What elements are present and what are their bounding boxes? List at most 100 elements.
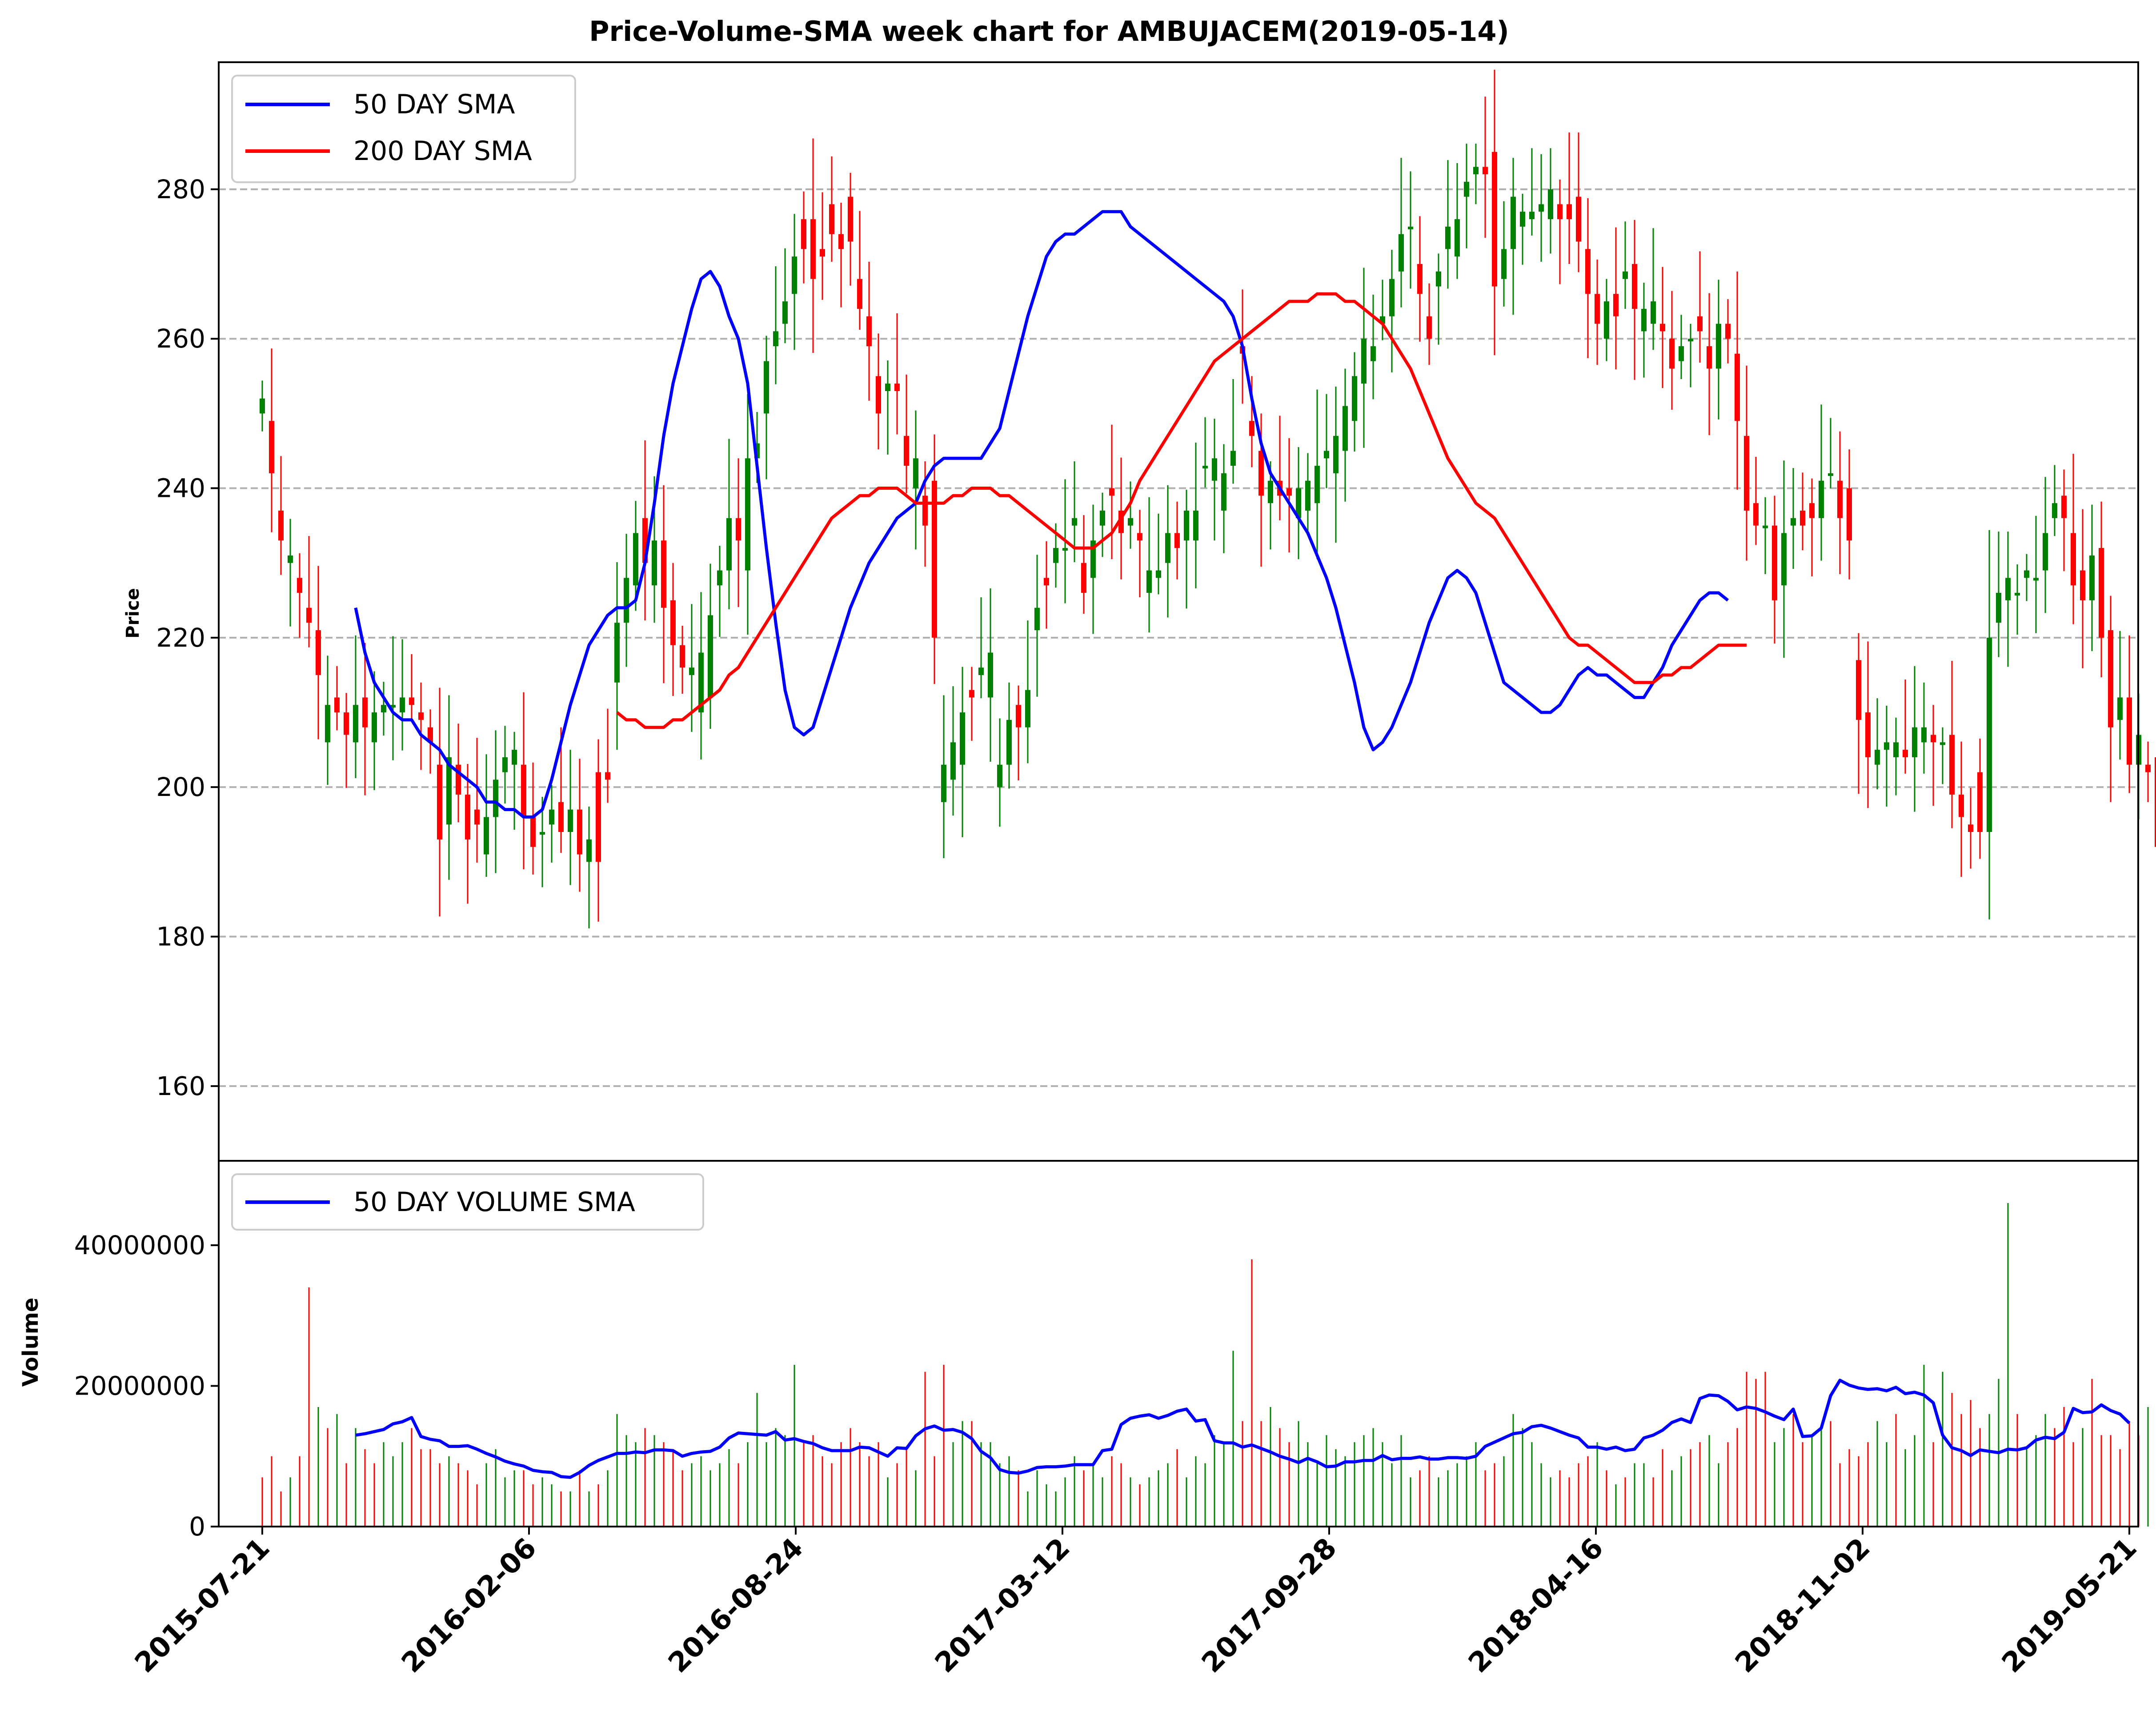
candle-body [1371, 346, 1376, 361]
volume-sma-50-line [355, 1379, 2131, 1479]
candle-body [1006, 720, 1012, 765]
candle-body [1137, 533, 1142, 541]
candle-body [885, 384, 890, 391]
chart-title: Price-Volume-SMA week chart for AMBUJACE… [589, 15, 1509, 48]
candle-body [1520, 212, 1525, 227]
sma-50-line [354, 210, 1729, 819]
price-y-tick-label: 260 [156, 324, 205, 354]
candle-body [605, 772, 610, 780]
price-panel: 160 180 200 220 240 260 280 Price 50 DAY SMA 2… [123, 61, 2156, 1162]
candle-body [745, 458, 750, 571]
candle-body [941, 764, 946, 802]
candle-body [428, 727, 433, 743]
candle-body [1557, 204, 1563, 220]
candle-body [586, 839, 592, 862]
candle-body [838, 234, 844, 249]
candle-body [1996, 592, 2001, 623]
volume-bars [261, 1203, 2149, 1527]
candle-body [1258, 451, 1264, 496]
candle-body [1856, 660, 1861, 720]
candle-body [1819, 480, 1824, 518]
candle-body [1707, 346, 1712, 369]
candle-body [1968, 824, 1973, 832]
candle-body [866, 316, 872, 347]
candle-body [549, 809, 554, 825]
candle-body [1865, 712, 1871, 757]
candle-body [353, 705, 358, 743]
candle-body [1417, 264, 1423, 294]
candle-body [1567, 204, 1572, 220]
candle-body [1436, 271, 1441, 287]
candle-body [2061, 496, 2067, 518]
candle-body [1156, 570, 1161, 578]
candle-body [1641, 308, 1647, 332]
candle-body [1464, 182, 1469, 197]
volume-y-axis-label: Volume [18, 1298, 43, 1387]
candle-body [913, 458, 918, 488]
volume-y-ticks: 0 20000000 40000000 [74, 1230, 219, 1542]
candle-body [1333, 436, 1338, 473]
candle-body [717, 570, 722, 586]
volume-y-tick-label: 0 [189, 1511, 205, 1542]
candle-body [829, 204, 834, 234]
candle-body [2080, 570, 2085, 600]
candle-body [521, 764, 526, 817]
candle-body [680, 645, 685, 668]
candle-body [1445, 226, 1451, 249]
candle-body [1399, 234, 1404, 272]
candle-body [278, 510, 284, 541]
candle-body [1828, 473, 1833, 476]
candle-body [400, 697, 405, 713]
candle-body [1034, 608, 1040, 631]
candle-body [1949, 735, 1955, 795]
candle-body [1753, 503, 1759, 526]
price-y-ticks: 160 180 200 220 240 260 280 [156, 174, 219, 1101]
candle-body [540, 832, 545, 835]
candle-body [1230, 451, 1236, 466]
candle-body [1072, 518, 1077, 526]
candle-body [334, 697, 340, 713]
price-legend-label-sma50: 50 DAY SMA [353, 89, 515, 120]
candle-body [1604, 301, 1609, 339]
candle-body [1249, 421, 1254, 436]
candle-body [381, 705, 386, 713]
candle-body [922, 496, 928, 526]
candle-body [1090, 540, 1096, 578]
candle-body [1305, 480, 1310, 511]
candle-body [1100, 510, 1105, 526]
price-candles [260, 69, 2156, 929]
candle-body [260, 398, 265, 414]
candle-body [2043, 533, 2048, 571]
candle-body [1800, 510, 1805, 526]
candle-body [1772, 525, 1777, 600]
candle-body [1184, 510, 1189, 541]
candle-body [810, 219, 816, 279]
candle-body [465, 795, 470, 840]
candle-body [624, 578, 629, 623]
candle-body [1389, 279, 1395, 316]
candle-body [1455, 219, 1460, 257]
candle-body [1193, 510, 1198, 541]
candle-body [1016, 705, 1021, 728]
candle-body [1268, 480, 1273, 504]
candle-body [708, 615, 713, 698]
candle-body [894, 384, 900, 391]
candle-body [2033, 578, 2039, 581]
candle-body [1688, 339, 1693, 342]
candle-body [1202, 466, 1208, 469]
candle-body [698, 652, 704, 713]
candle-body [1697, 316, 1703, 332]
candle-body [876, 376, 881, 414]
candle-body [288, 555, 293, 563]
volume-legend: 50 DAY VOLUME SMA [231, 1173, 704, 1231]
candle-body [2099, 548, 2104, 638]
candle-body [1623, 271, 1628, 279]
candle-body [1651, 301, 1656, 324]
candle-body [1081, 563, 1086, 593]
candle-body [1361, 339, 1367, 384]
candle-body [997, 764, 1002, 788]
candle-body [2071, 533, 2076, 586]
candle-body [1912, 727, 1917, 757]
candle-body [1511, 196, 1516, 249]
candle-body [1735, 353, 1740, 421]
